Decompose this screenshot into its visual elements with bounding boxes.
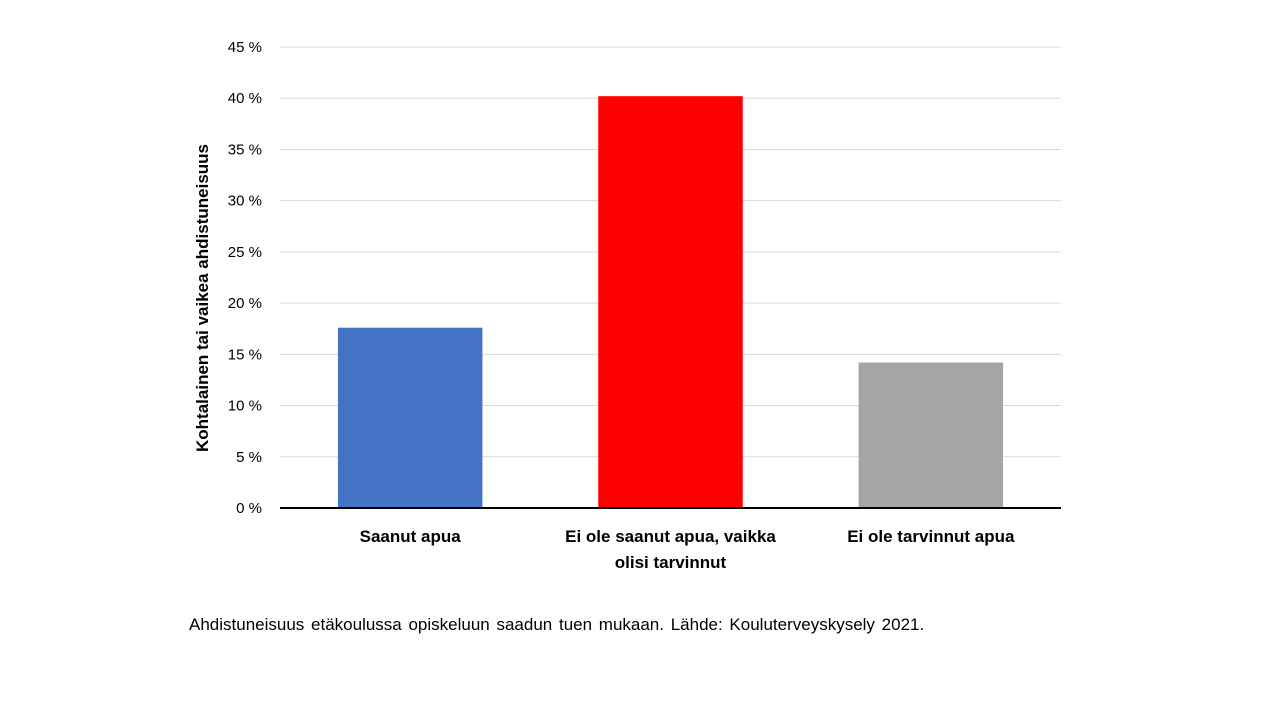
x-category-label: Ei ole saanut apua, vaikka olisi tarvinnu…	[565, 527, 776, 572]
category-labels: Saanut apua Ei ole saanut apua, vaikka oli…	[360, 527, 1015, 572]
y-tick-label: 10 %	[228, 398, 262, 415]
y-tick-label: 40 %	[228, 90, 262, 107]
y-tick-label: 35 %	[228, 141, 262, 158]
bar	[858, 362, 1004, 508]
y-tick-label: 15 %	[228, 346, 262, 363]
y-axis-title: Kohtalainen tai vaikea ahdistuneisuus	[193, 144, 212, 452]
y-tick-label: 0 %	[236, 500, 262, 517]
bars	[337, 96, 1004, 508]
y-tick-label: 5 %	[236, 449, 262, 466]
figure-caption: Ahdistuneisuus etäkoulussa opiskeluun sa…	[189, 615, 925, 634]
bar	[598, 96, 743, 508]
y-tick-label: 20 %	[228, 295, 262, 312]
y-axis-ticks: 0 % 5 % 10 % 15 % 20 % 25 % 30 % 35 % 40 % 45 %	[228, 39, 262, 517]
bar	[337, 327, 483, 508]
y-tick-label: 30 %	[228, 193, 262, 210]
x-category-label: Saanut apua	[360, 527, 462, 546]
y-tick-label: 25 %	[228, 244, 262, 261]
y-tick-label: 45 %	[228, 39, 262, 56]
x-category-label: Ei ole tarvinnut apua	[847, 527, 1015, 546]
